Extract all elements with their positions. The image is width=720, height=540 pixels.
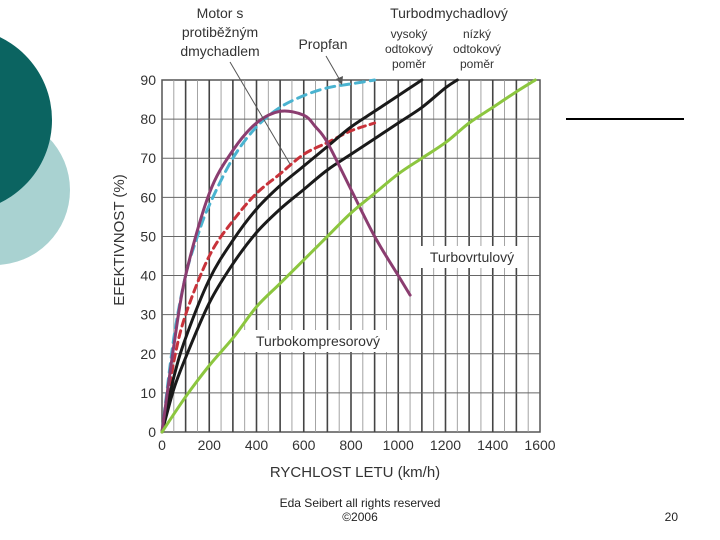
x-tick-label: 800 <box>339 437 363 453</box>
y-tick-label: 0 <box>148 424 156 440</box>
annotation-motor-3: dmychadlem <box>180 43 259 59</box>
tick-labels: 0 200 400 600 800 1000 1200 1400 1600 0 10 20 30 40 50… <box>140 72 555 453</box>
x-tick-label: 400 <box>245 437 269 453</box>
y-tick-label: 10 <box>140 385 156 401</box>
annotation-high-2: odtokový <box>385 42 433 56</box>
slide-decoration <box>0 37 70 265</box>
propfan-leader-line <box>325 55 342 83</box>
y-tick-label: 30 <box>140 307 156 323</box>
x-tick-label: 600 <box>292 437 316 453</box>
footer: Eda Seibert all rights reserved ©2006 <box>240 496 480 524</box>
x-tick-label: 1000 <box>383 437 414 453</box>
annotation-propfan: Propfan <box>298 36 347 52</box>
turboprop-label-box <box>420 246 524 268</box>
x-tick-label: 1400 <box>477 437 508 453</box>
annotation-turbofan: Turbodmychadlový <box>390 5 508 21</box>
x-tick-label: 1200 <box>430 437 461 453</box>
y-tick-label: 70 <box>140 150 156 166</box>
y-tick-label: 80 <box>140 111 156 127</box>
x-axis-label: RYCHLOST LETU (km/h) <box>270 464 440 481</box>
series-line-turbokompresorovy <box>160 78 537 434</box>
series-line-turbovrtulovy <box>160 109 412 434</box>
annotation-turbojet: Turbokompresorový <box>256 333 380 349</box>
annotation-turboprop: Turbovrtulový <box>430 249 514 265</box>
x-tick-label: 0 <box>158 437 166 453</box>
y-axis-label: EFEKTIVNOST (%) <box>111 174 128 305</box>
annotation-motor-1: Motor s <box>197 5 244 21</box>
efficiency-chart: 0 200 400 600 800 1000 1200 1400 1600 0 10 20 30 40 50… <box>111 5 556 481</box>
propfan-arrowhead <box>336 76 343 85</box>
annotation-high-3: poměr <box>392 57 426 71</box>
y-tick-label: 20 <box>140 346 156 362</box>
y-tick-label: 40 <box>140 268 156 284</box>
annotation-high-1: vysoký <box>391 27 428 41</box>
turbojet-label-box <box>243 330 393 352</box>
annotation-low-3: poměr <box>460 57 494 71</box>
series-line-turbodmychadlovy-nizky-odtokovy-pomer <box>160 78 459 434</box>
decorative-rule <box>566 118 684 120</box>
annotation-motor-2: protiběžným <box>182 24 258 40</box>
series-group <box>160 78 537 434</box>
page-number: 20 <box>664 510 678 524</box>
x-tick-label: 1600 <box>524 437 555 453</box>
footer-copyright: Eda Seibert all rights reserved <box>279 496 441 510</box>
motor-leader-line <box>229 61 291 165</box>
series-line-motor-s-protibeznym-dmychadlem <box>160 121 377 434</box>
x-tick-label: 200 <box>198 437 222 453</box>
series-line-turbodmychadlovy-vysoky-odtokovy-pomer <box>160 78 424 434</box>
y-tick-label: 90 <box>140 72 156 88</box>
y-tick-label: 60 <box>140 189 156 205</box>
y-tick-label: 50 <box>140 228 156 244</box>
dark-teal-circle <box>0 37 52 203</box>
annotation-low-2: odtokový <box>453 42 501 56</box>
annotation-low-1: nízký <box>463 27 491 41</box>
footer-year: ©2006 <box>342 510 378 524</box>
